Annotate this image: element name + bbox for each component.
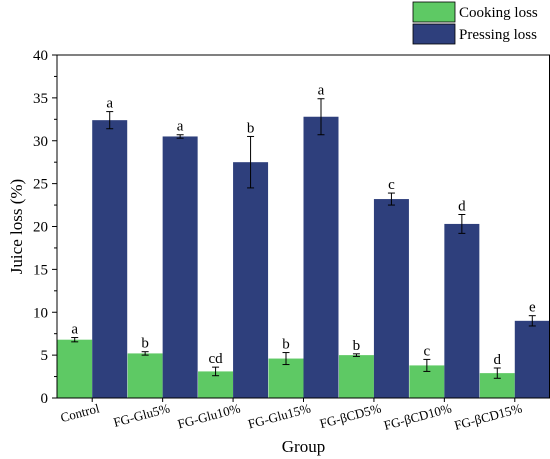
significance-label: b	[247, 120, 255, 136]
x-axis-label: Group	[282, 437, 325, 456]
significance-label: d	[494, 352, 502, 368]
y-tick-label: 35	[33, 91, 48, 107]
y-tick-label: 25	[33, 177, 48, 193]
significance-label: d	[458, 198, 466, 214]
error-bar-cooking-3	[282, 352, 290, 366]
x-tick-label: FG-Glu15%	[246, 400, 312, 431]
significance-label: a	[177, 119, 184, 135]
significance-label: b	[353, 338, 361, 354]
error-bar-pressing-4	[387, 192, 395, 206]
legend-swatch-0	[412, 1, 456, 23]
legend: Cooking loss Pressing loss	[412, 1, 538, 45]
error-bar-cooking-2	[212, 366, 220, 377]
significance-label: a	[318, 83, 325, 99]
bar-pressing-4	[373, 199, 409, 398]
bar-cooking-0	[57, 339, 93, 398]
error-bar-cooking-0	[71, 337, 79, 343]
x-tick-label: Control	[59, 400, 102, 425]
y-tick-label: 20	[33, 220, 48, 236]
legend-label-0: Cooking loss	[459, 5, 538, 21]
significance-label: c	[388, 177, 395, 193]
error-bar-pressing-6	[528, 315, 536, 327]
legend-swatch-1	[412, 23, 456, 45]
significance-label: a	[106, 96, 113, 112]
error-bars-layer	[71, 98, 536, 379]
bars-layer	[57, 116, 550, 399]
significance-label: a	[71, 322, 78, 338]
error-bar-cooking-6	[493, 367, 501, 379]
bar-cooking-1	[127, 353, 163, 398]
error-bar-cooking-1	[141, 351, 149, 356]
bar-pressing-5	[444, 223, 480, 398]
x-tick-label: FG-Glu5%	[112, 400, 172, 429]
x-tick-label: FG-βCD10%	[382, 400, 453, 433]
error-bar-pressing-0	[106, 111, 114, 130]
error-bar-pressing-2	[247, 135, 255, 189]
bar-pressing-6	[514, 320, 550, 398]
x-tick-label: FG-βCD5%	[318, 400, 383, 431]
significance-label: b	[282, 337, 290, 353]
x-axis: Control FG-Glu5% FG-Glu10% FG-Glu15% FG-βCD5…	[59, 398, 524, 433]
bar-cooking-4	[338, 355, 374, 398]
x-tick-label: FG-Glu10%	[176, 400, 242, 431]
y-tick-label: 40	[33, 48, 48, 64]
y-tick-label: 5	[41, 348, 49, 364]
significance-label: e	[529, 300, 536, 316]
y-tick-label: 30	[33, 134, 48, 150]
y-tick-label: 15	[33, 262, 48, 278]
y-axis: 0 5 10 15 20 25 30 35 40	[33, 48, 57, 407]
y-tick-label: 10	[33, 305, 48, 321]
significance-label: cd	[208, 351, 223, 367]
error-bar-pressing-1	[176, 134, 184, 139]
error-bar-pressing-3	[317, 98, 325, 136]
error-bar-pressing-5	[458, 213, 466, 234]
y-axis-label: Juice loss (%)	[7, 179, 26, 274]
bar-pressing-0	[92, 120, 128, 399]
significance-label: c	[424, 343, 431, 359]
bar-pressing-1	[162, 136, 198, 398]
significance-label: b	[141, 336, 149, 352]
bar-pressing-3	[303, 116, 339, 399]
x-tick-label: FG-βCD15%	[453, 400, 524, 433]
bar-pressing-2	[233, 162, 269, 398]
y-tick-label: 0	[41, 391, 49, 407]
error-bar-cooking-5	[423, 358, 431, 372]
legend-label-1: Pressing loss	[459, 27, 537, 43]
error-bar-cooking-4	[352, 353, 360, 357]
bar-cooking-3	[268, 358, 304, 398]
